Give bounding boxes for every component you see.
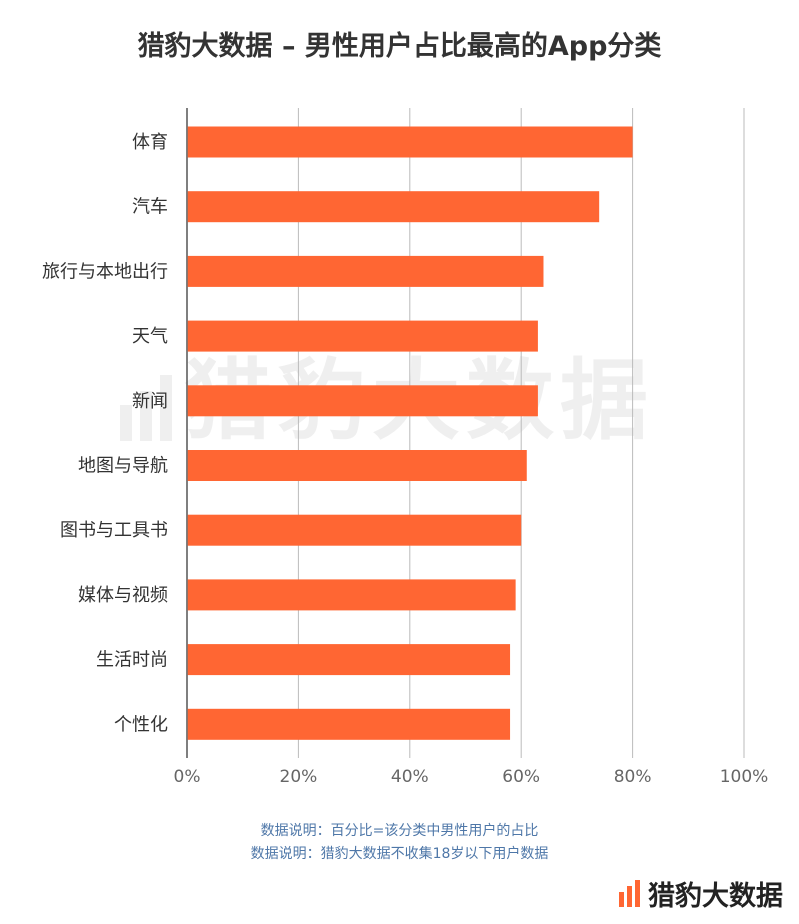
bar xyxy=(187,708,511,740)
category-label: 生活时尚 xyxy=(96,650,168,671)
watermark-logo-icon xyxy=(120,375,172,442)
category-label: 新闻 xyxy=(132,391,168,412)
bar xyxy=(187,644,511,676)
x-tick-labels: 0% 20% 40% 60% 80% 100% xyxy=(174,767,769,787)
x-tick-label: 0% xyxy=(174,767,201,787)
bar xyxy=(187,255,544,287)
x-tick-label: 80% xyxy=(614,767,652,787)
data-note-2: 数据说明：猎豹大数据不收集18岁以下用户数据 xyxy=(250,846,549,862)
bar xyxy=(187,450,527,481)
bar-logo-icon xyxy=(619,879,640,907)
category-label: 媒体与视频 xyxy=(78,585,168,606)
x-tick-label: 20% xyxy=(280,767,318,787)
x-tick-label: 60% xyxy=(502,767,540,787)
chart-title: 猎豹大数据 – 男性用户占比最高的App分类 xyxy=(137,31,662,62)
bar xyxy=(187,191,600,223)
bar xyxy=(187,385,538,417)
category-label: 体育 xyxy=(132,132,168,153)
category-label: 图书与工具书 xyxy=(60,520,168,541)
x-tick-label: 40% xyxy=(391,767,429,787)
footer-brand: 猎豹大数据 xyxy=(618,874,783,913)
bar xyxy=(187,579,516,611)
bars xyxy=(187,126,633,740)
category-label: 地图与导航 xyxy=(78,456,168,477)
category-label: 个性化 xyxy=(114,714,168,735)
category-label: 天气 xyxy=(132,326,168,347)
category-label: 旅行与本地出行 xyxy=(42,261,168,282)
data-note-1: 数据说明：百分比=该分类中男性用户的占比 xyxy=(260,823,539,839)
footer-brand-text: 猎豹大数据 xyxy=(648,881,783,912)
x-tick-label: 100% xyxy=(720,767,769,787)
bar xyxy=(187,126,633,158)
bar xyxy=(187,514,522,546)
category-label: 汽车 xyxy=(132,197,168,218)
bar xyxy=(187,320,538,352)
